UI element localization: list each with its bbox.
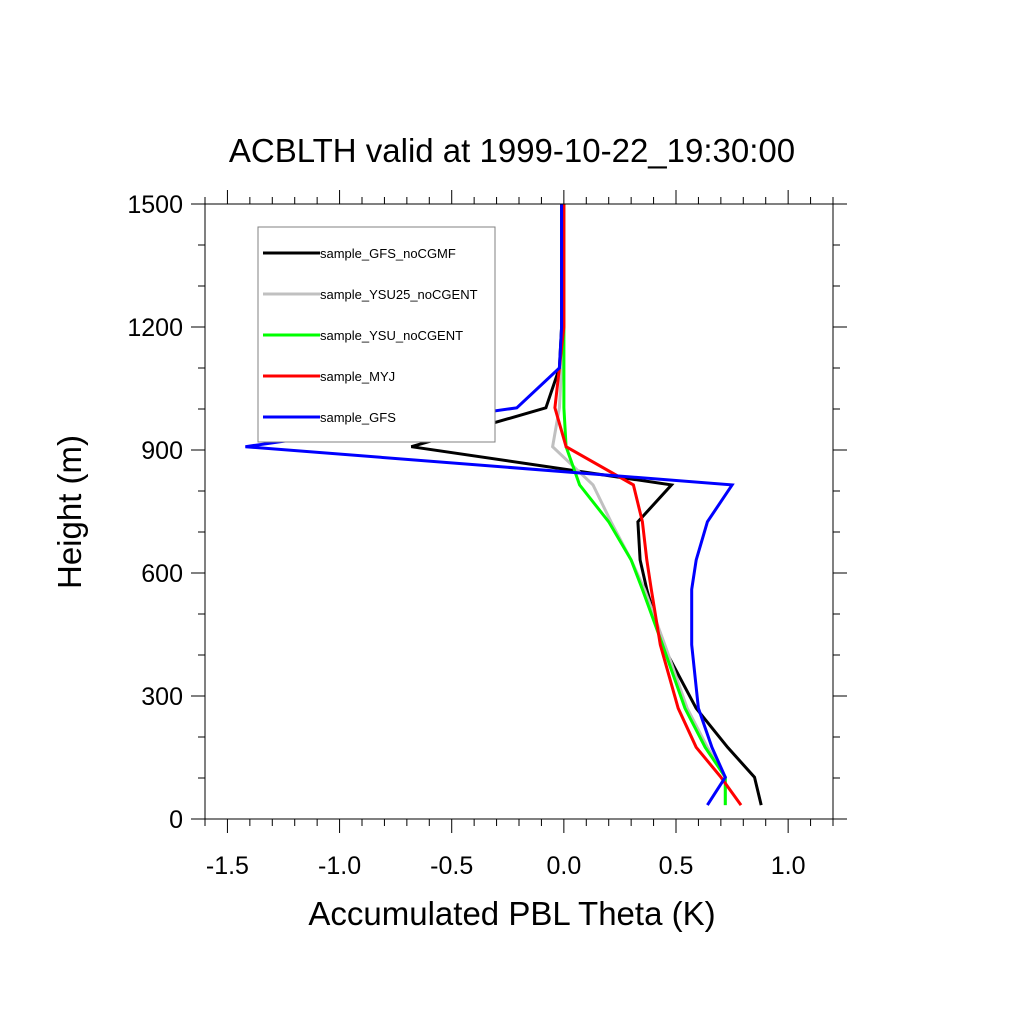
x-tick-label: 0.5 (659, 852, 694, 880)
legend-label: sample_GFS (320, 410, 396, 425)
legend-label: sample_GFS_noCGMF (320, 246, 456, 261)
x-tick-label: -0.5 (430, 852, 473, 880)
y-tick-label: 300 (141, 683, 183, 711)
chart-title: ACBLTH valid at 1999-10-22_19:30:00 (229, 132, 795, 169)
legend-label: sample_YSU_noCGENT (320, 328, 463, 343)
x-axis-title: Accumulated PBL Theta (K) (308, 895, 715, 932)
x-tick-label: -1.5 (206, 852, 249, 880)
x-tick-label: -1.0 (318, 852, 361, 880)
y-axis-title: Height (m) (51, 435, 88, 589)
y-axis-ticks: 0 300 600 900 1200 1500 (127, 191, 847, 834)
plot-lines (245, 204, 763, 806)
x-axis-ticks: -1.5 -1.0 -0.5 0.0 0.5 1.0 (204, 190, 834, 880)
y-tick-label: 1500 (127, 191, 183, 219)
legend-label: sample_YSU25_noCGENT (320, 287, 478, 302)
legend-label: sample_MYJ (320, 369, 395, 384)
x-tick-label: 1.0 (771, 852, 806, 880)
y-tick-label: 900 (141, 437, 183, 465)
y-tick-label: 1200 (127, 314, 183, 342)
y-tick-label: 600 (141, 560, 183, 588)
legend: sample_GFS_noCGMF sample_YSU25_noCGENTsam… (257, 226, 496, 443)
x-tick-label: 0.0 (546, 852, 581, 880)
y-tick-label: 0 (169, 806, 183, 834)
series-line-sample_MYJ (553, 204, 743, 806)
series-line-sample_GFS (245, 204, 735, 806)
